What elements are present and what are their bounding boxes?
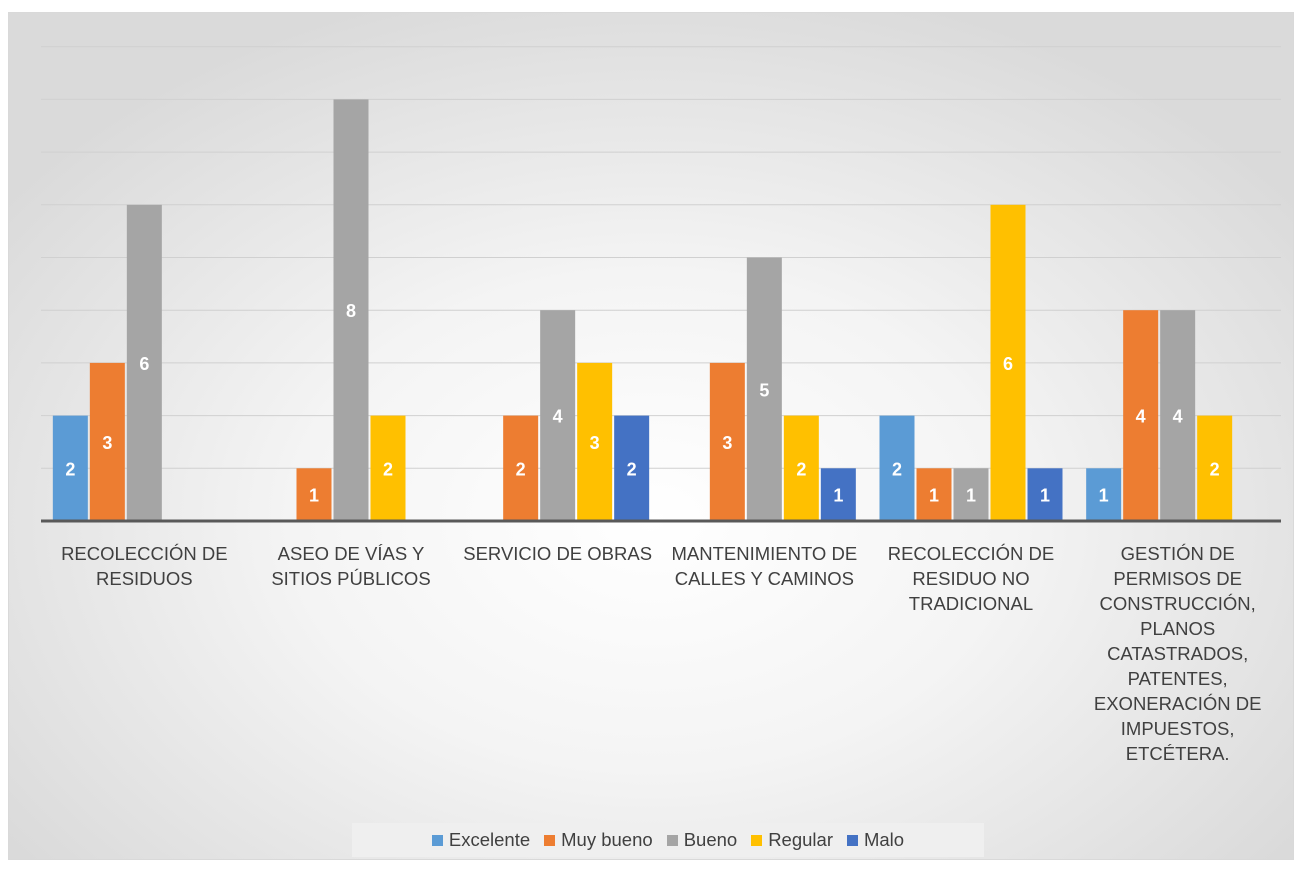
data-label: 2 <box>516 459 526 479</box>
bar-muy-bueno <box>89 362 125 521</box>
data-label: 1 <box>1040 486 1050 506</box>
legend-label-excelente: Excelente <box>448 829 531 850</box>
data-label: 3 <box>102 433 112 453</box>
legend-item-malo: Malo <box>846 829 905 851</box>
data-label: 3 <box>722 433 732 453</box>
bar-excelente <box>1086 468 1122 521</box>
legend-item-muy-bueno: Muy bueno <box>544 829 653 851</box>
bar-regular <box>370 415 406 521</box>
legend-swatch-muy-bueno <box>544 834 556 846</box>
legend-label-bueno: Bueno <box>683 829 738 850</box>
data-label: 2 <box>383 459 393 479</box>
data-label: 8 <box>346 301 356 321</box>
legend: Excelente Muy bueno Bueno Regular Malo <box>352 823 984 857</box>
bar-malo <box>614 415 650 521</box>
bar-malo <box>820 468 856 521</box>
bar-bueno <box>1160 310 1196 521</box>
data-label: 4 <box>1136 407 1146 427</box>
legend-swatch-excelente <box>431 834 443 846</box>
bars <box>52 99 1233 522</box>
data-label: 1 <box>833 486 843 506</box>
bar-muy-bueno <box>1123 310 1159 521</box>
legend-swatch-malo <box>846 834 858 846</box>
bar-bueno <box>953 468 989 521</box>
category-label-5: RECOLECCIÓN DE RESIDUO NO TRADICIONAL <box>887 543 1055 614</box>
data-label: 4 <box>1173 407 1183 427</box>
category-label-4: MANTENIMIENTO DE CALLES Y CAMINOS <box>671 543 858 589</box>
legend-swatch-bueno <box>666 834 678 846</box>
bar-regular <box>1197 415 1233 521</box>
data-label: 4 <box>553 407 563 427</box>
bar-bueno <box>540 310 576 521</box>
data-label: 2 <box>65 459 75 479</box>
bar-malo <box>1027 468 1063 521</box>
bar-bueno <box>746 257 782 521</box>
bar-excelente <box>879 415 915 521</box>
data-label: 2 <box>627 459 637 479</box>
data-label: 2 <box>796 459 806 479</box>
data-label: 1 <box>966 486 976 506</box>
category-label-1: RECOLECCIÓN DE RESIDUOS <box>61 543 228 589</box>
data-label: 1 <box>1099 486 1109 506</box>
category-label-2: ASEO DE VÍAS Y SITIOS PÚBLICOS <box>271 543 431 589</box>
data-label: 3 <box>590 433 600 453</box>
legend-swatch-regular <box>751 834 763 846</box>
data-label: 1 <box>309 486 319 506</box>
bar-muy-bueno <box>296 468 332 521</box>
bar-muy-bueno <box>709 362 745 521</box>
category-label-3: SERVICIO DE OBRAS <box>463 543 653 564</box>
bar-muy-bueno <box>503 415 539 521</box>
bar-regular <box>990 204 1026 522</box>
bar-regular <box>577 362 613 521</box>
data-label: 6 <box>1003 354 1013 374</box>
bar-regular <box>783 415 819 521</box>
category-label-6: GESTIÓN DE PERMISOS DE CONSTRUCCIÓN, PLA… <box>1093 543 1262 764</box>
data-label: 6 <box>139 354 149 374</box>
legend-item-bueno: Bueno <box>666 829 738 851</box>
bar-excelente <box>52 415 88 521</box>
data-label: 2 <box>892 459 902 479</box>
legend-item-excelente: Excelente <box>431 829 531 851</box>
bar-muy-bueno <box>916 468 952 521</box>
bar-bueno <box>126 204 162 522</box>
legend-label-regular: Regular <box>768 829 833 850</box>
data-label: 2 <box>1210 459 1220 479</box>
legend-label-muy-bueno: Muy bueno <box>561 829 653 850</box>
bar-bueno <box>333 99 369 522</box>
legend-item-regular: Regular <box>751 829 833 851</box>
data-label: 1 <box>929 486 939 506</box>
data-label: 5 <box>759 380 769 400</box>
gridlines <box>41 46 1281 469</box>
legend-label-malo: Malo <box>863 829 905 850</box>
